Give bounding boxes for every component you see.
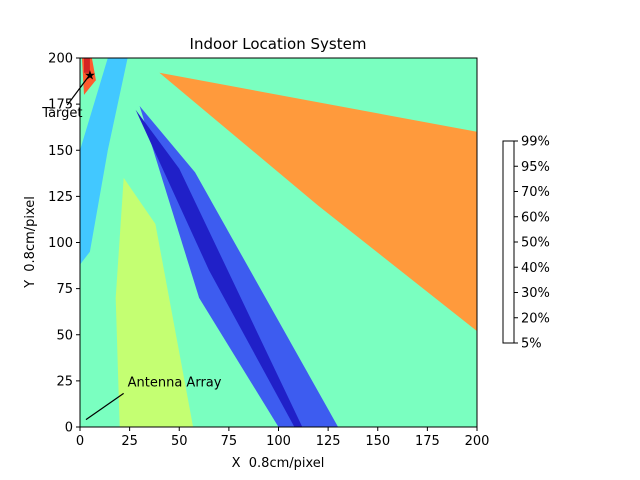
colorbar: 5% 20% 30% 40% 50% 60% 70% 95% 99% (502, 135, 550, 352)
annotations: ★ Target Antenna Array (41, 69, 222, 421)
x-tick-label: 75 (221, 434, 238, 449)
colorbar-frame (502, 140, 515, 344)
x-tick-label: 175 (415, 434, 440, 449)
x-tick-label: 150 (365, 434, 390, 449)
colorbar-label: 40% (521, 261, 550, 276)
contour-region-6 (84, 58, 90, 73)
x-tick-label: 0 (76, 434, 84, 449)
y-tick-label: 50 (56, 328, 73, 343)
colorbar-label: 50% (521, 236, 550, 251)
colorbar-label: 20% (521, 311, 550, 326)
chart-title: Indoor Location System (190, 35, 367, 53)
y-tick-label: 75 (56, 282, 73, 297)
x-tick-label: 125 (316, 434, 341, 449)
plot-area (80, 58, 477, 427)
y-axis-label: Y 0.8cm/pixel (23, 196, 38, 289)
y-tick-label: 100 (48, 236, 73, 251)
x-axis: 0 25 50 75 100 125 150 175 200 (76, 427, 490, 449)
y-tick-label: 200 (48, 52, 73, 67)
target-star-icon: ★ (84, 69, 96, 84)
colorbar-label: 60% (521, 210, 550, 225)
y-axis: 0 25 50 75 100 125 150 175 200 (48, 52, 80, 436)
annotation-label: Target (41, 106, 82, 121)
contour-region-0 (115, 177, 194, 427)
contour-region-4 (135, 109, 303, 427)
colorbar-label: 30% (521, 286, 550, 301)
x-tick-label: 25 (121, 434, 138, 449)
y-tick-label: 125 (48, 190, 73, 205)
y-tick-label: 175 (48, 98, 73, 113)
contour-region-1 (80, 58, 128, 265)
colorbar-label: 95% (521, 160, 550, 175)
colorbar-label: 5% (521, 337, 542, 352)
annotation-arrow (85, 392, 124, 421)
y-tick-label: 0 (65, 421, 73, 436)
colorbar-label: 99% (521, 135, 550, 150)
x-tick-label: 200 (465, 434, 490, 449)
y-tick-label: 25 (56, 374, 73, 389)
y-tick-label: 150 (48, 144, 73, 159)
colorbar-label: 70% (521, 185, 550, 200)
x-axis-label: X 0.8cm/pixel (232, 456, 325, 471)
contour-region-3 (139, 106, 339, 427)
contour-region-2 (159, 72, 477, 332)
x-tick-label: 100 (266, 434, 291, 449)
annotation-arrow (66, 74, 91, 106)
annotation-label: Antenna Array (128, 375, 222, 390)
x-tick-label: 50 (171, 434, 188, 449)
